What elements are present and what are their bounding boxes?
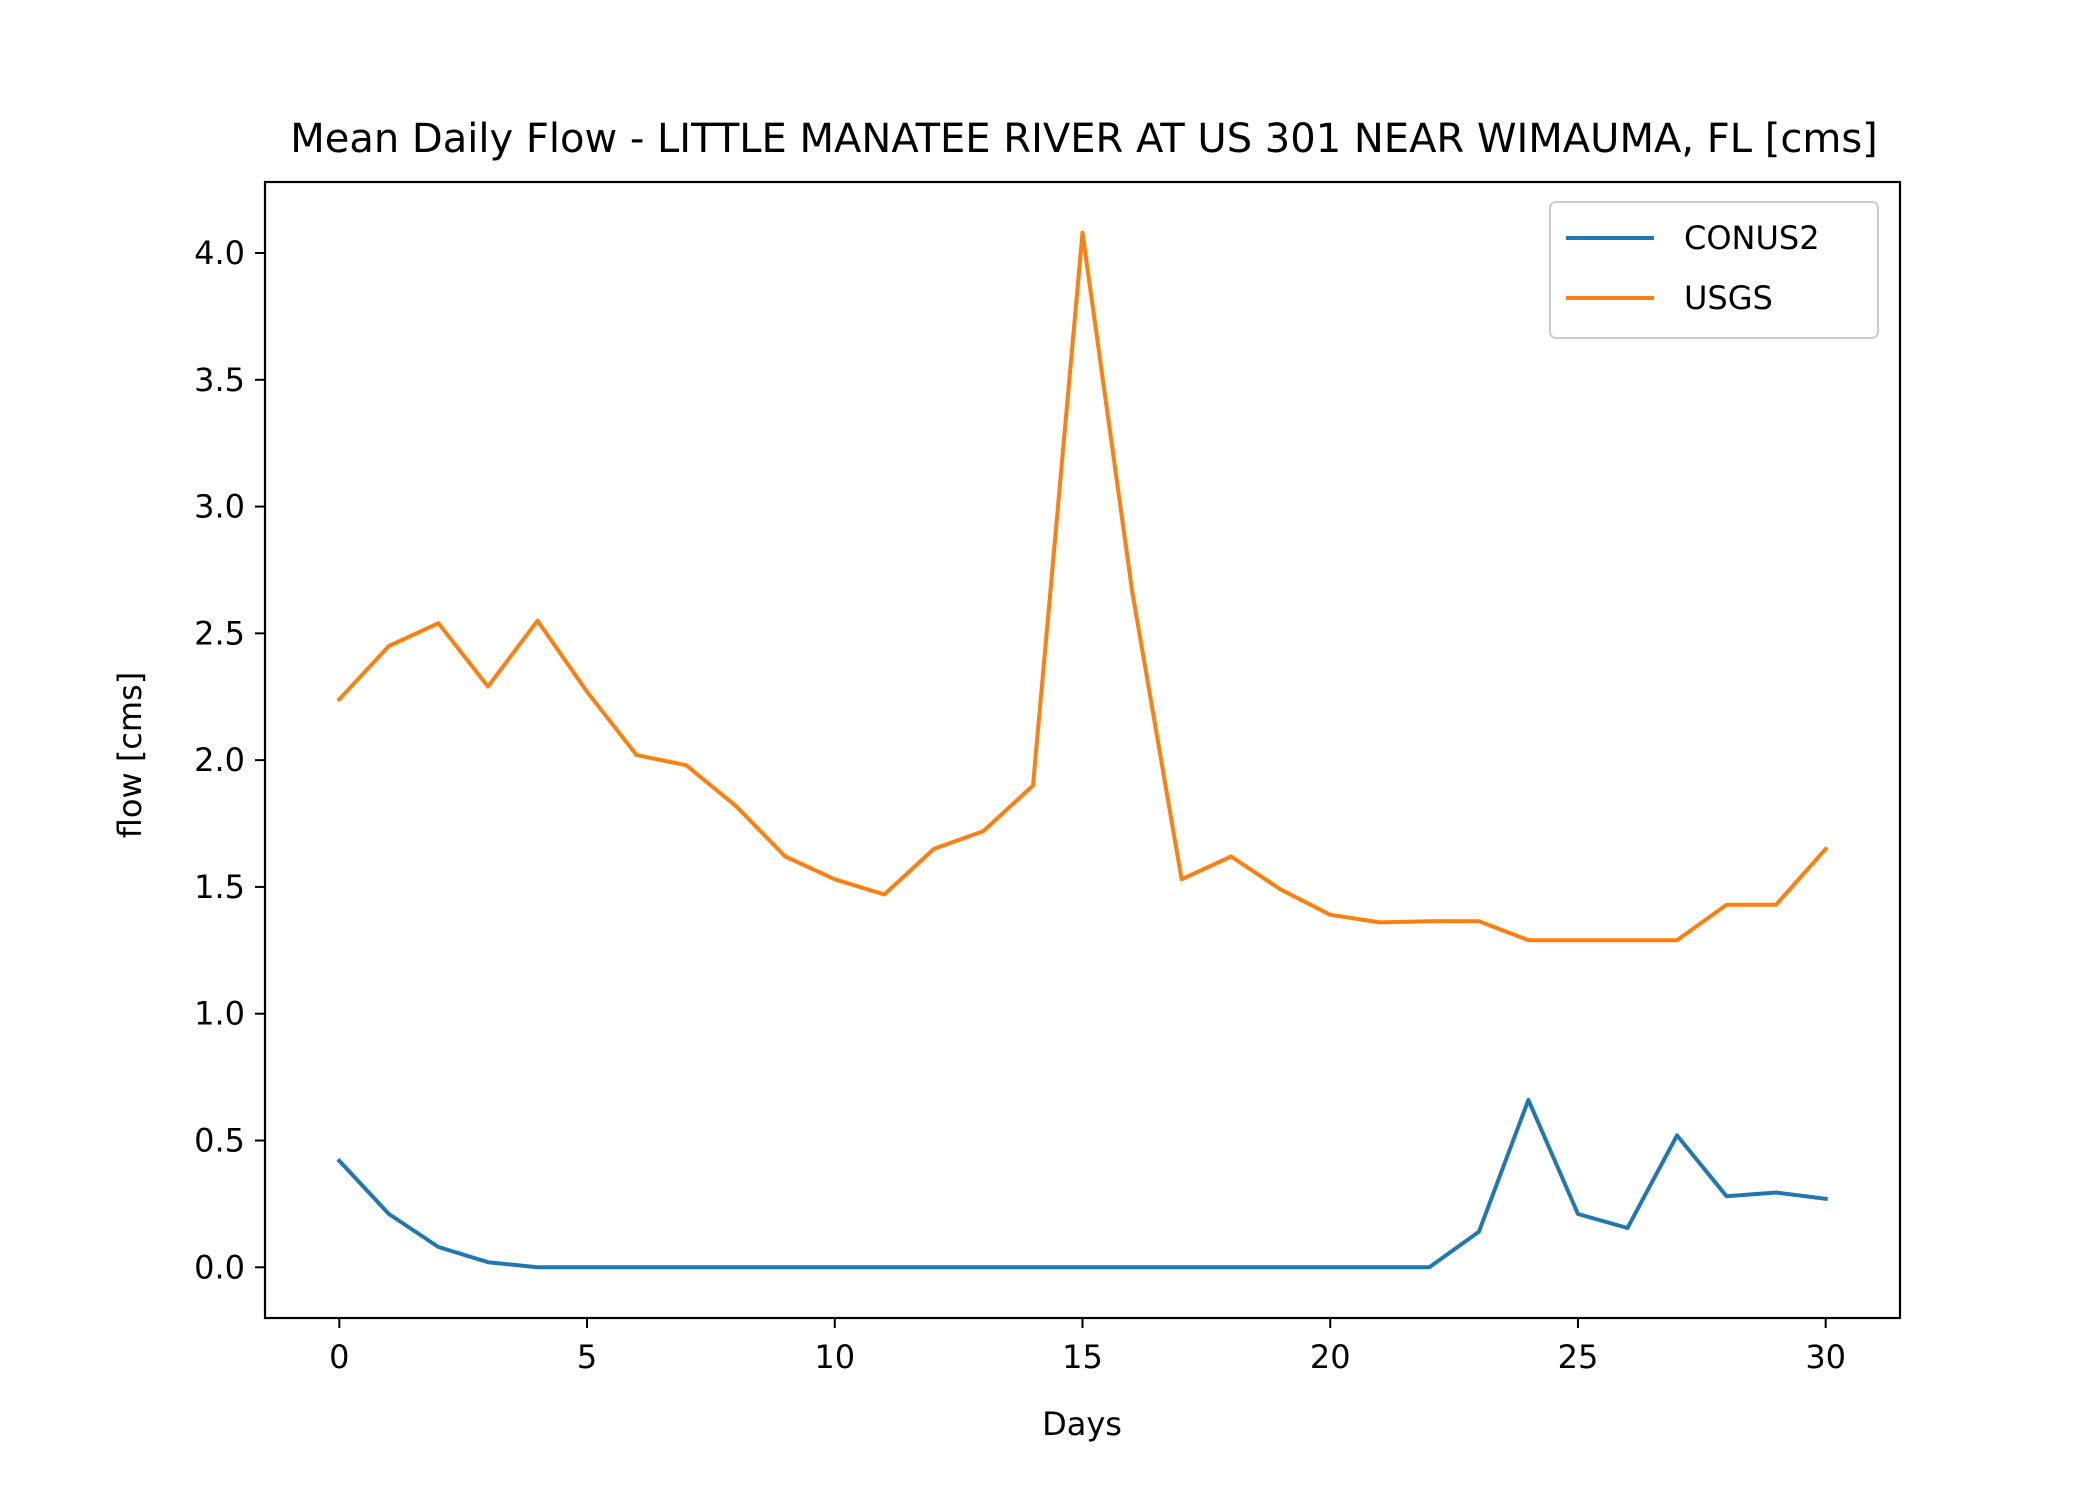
y-tick-label: 1.0 — [194, 995, 245, 1033]
legend-label-conus2: CONUS2 — [1684, 219, 1820, 257]
x-axis-label: Days — [1042, 1405, 1122, 1443]
x-tick-label: 30 — [1805, 1338, 1846, 1376]
legend-label-usgs: USGS — [1684, 279, 1773, 317]
y-tick-label: 0.5 — [194, 1122, 245, 1160]
y-tick-label: 0.0 — [194, 1248, 245, 1286]
chart-title: Mean Daily Flow - LITTLE MANATEE RIVER A… — [290, 116, 1878, 162]
y-tick-label: 3.0 — [194, 488, 245, 526]
legend: CONUS2 USGS — [1549, 201, 1879, 339]
x-tick-label: 0 — [329, 1338, 349, 1376]
series-line-conus2 — [336, 1097, 1828, 1270]
y-tick-label: 1.5 — [194, 868, 245, 906]
y-tick-label: 2.0 — [194, 741, 245, 779]
x-tick-label: 5 — [577, 1338, 597, 1376]
x-tick-label: 15 — [1062, 1338, 1103, 1376]
x-tick-label: 25 — [1558, 1338, 1599, 1376]
y-tick-label: 3.5 — [194, 361, 245, 399]
y-tick-label: 2.5 — [194, 614, 245, 652]
y-tick-label: 4.0 — [194, 234, 245, 272]
x-tick-label: 10 — [814, 1338, 855, 1376]
y-axis-ticks: 0.0 0.5 1.0 1.5 2.0 2.5 3.0 3.5 4.0 — [194, 234, 265, 1286]
y-axis-label: flow [cms] — [111, 672, 149, 838]
series-lines — [336, 230, 1829, 1270]
x-tick-label: 20 — [1310, 1338, 1351, 1376]
series-line-usgs — [336, 230, 1829, 943]
x-axis-ticks: 0 5 10 15 20 25 30 — [329, 1318, 1846, 1376]
